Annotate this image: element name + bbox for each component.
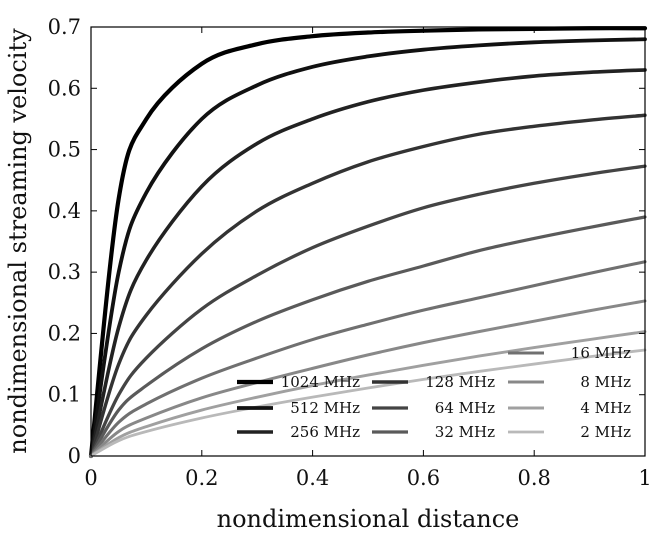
- series-line-128-mhz: [89, 113, 647, 458]
- series-line-256-mhz: [89, 68, 647, 458]
- y-axis-title: nondimensional streaming velocity: [4, 28, 32, 454]
- legend-label: 512 MHz: [290, 399, 360, 417]
- legend-label: 128 MHz: [425, 373, 495, 391]
- y-axis-ticks: 0 0.1 0.2 0.3 0.4 0.5 0.6 0.7: [48, 15, 645, 468]
- y-tick-label: 0: [68, 444, 81, 468]
- x-tick-label: 0.6: [407, 466, 440, 490]
- legend-label: 2 MHz: [580, 423, 631, 441]
- x-axis-title: nondimensional distance: [217, 505, 520, 533]
- y-tick-label: 0.1: [48, 383, 81, 407]
- x-tick-label: 1: [638, 466, 650, 490]
- y-tick-label: 0.7: [48, 15, 81, 39]
- x-axis-ticks: 0 0.2 0.4 0.6 0.8 1: [84, 27, 650, 490]
- x-tick-label: 0.2: [185, 466, 218, 490]
- legend-label: 8 MHz: [580, 373, 631, 391]
- series-line-16-mhz: [89, 260, 647, 458]
- y-tick-label: 0.4: [48, 199, 81, 223]
- x-tick-label: 0: [84, 466, 97, 490]
- series-line-64-mhz: [89, 164, 647, 458]
- legend-label: 16 MHz: [571, 344, 631, 362]
- x-tick-label: 0.8: [517, 466, 550, 490]
- y-tick-label: 0.2: [48, 321, 81, 345]
- legend: 1024 MHz 512 MHz 256 MHz 128 MHz 64 MHz 32 MH…: [237, 344, 631, 441]
- legend-label: 4 MHz: [580, 399, 631, 417]
- series-lines: [88, 26, 648, 459]
- series-line-32-mhz: [89, 215, 647, 458]
- y-tick-label: 0.5: [48, 138, 81, 162]
- legend-label: 1024 MHz: [281, 373, 360, 391]
- y-tick-label: 0.3: [48, 260, 81, 284]
- series-line-512-mhz: [89, 37, 647, 458]
- series-line-2-mhz: [89, 348, 647, 458]
- axes-box: [90, 26, 646, 457]
- x-tick-label: 0.4: [296, 466, 329, 490]
- series-line-8-mhz: [89, 299, 647, 458]
- legend-label: 256 MHz: [290, 423, 360, 441]
- legend-label: 32 MHz: [435, 423, 495, 441]
- legend-label: 64 MHz: [435, 399, 495, 417]
- series-line-4-mhz: [89, 330, 647, 458]
- y-tick-label: 0.6: [48, 76, 81, 100]
